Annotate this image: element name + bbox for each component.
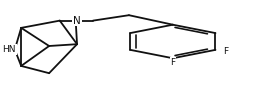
Text: F: F bbox=[223, 47, 228, 56]
Text: F: F bbox=[170, 58, 175, 67]
Text: HN: HN bbox=[2, 45, 16, 54]
Text: N: N bbox=[73, 16, 81, 26]
